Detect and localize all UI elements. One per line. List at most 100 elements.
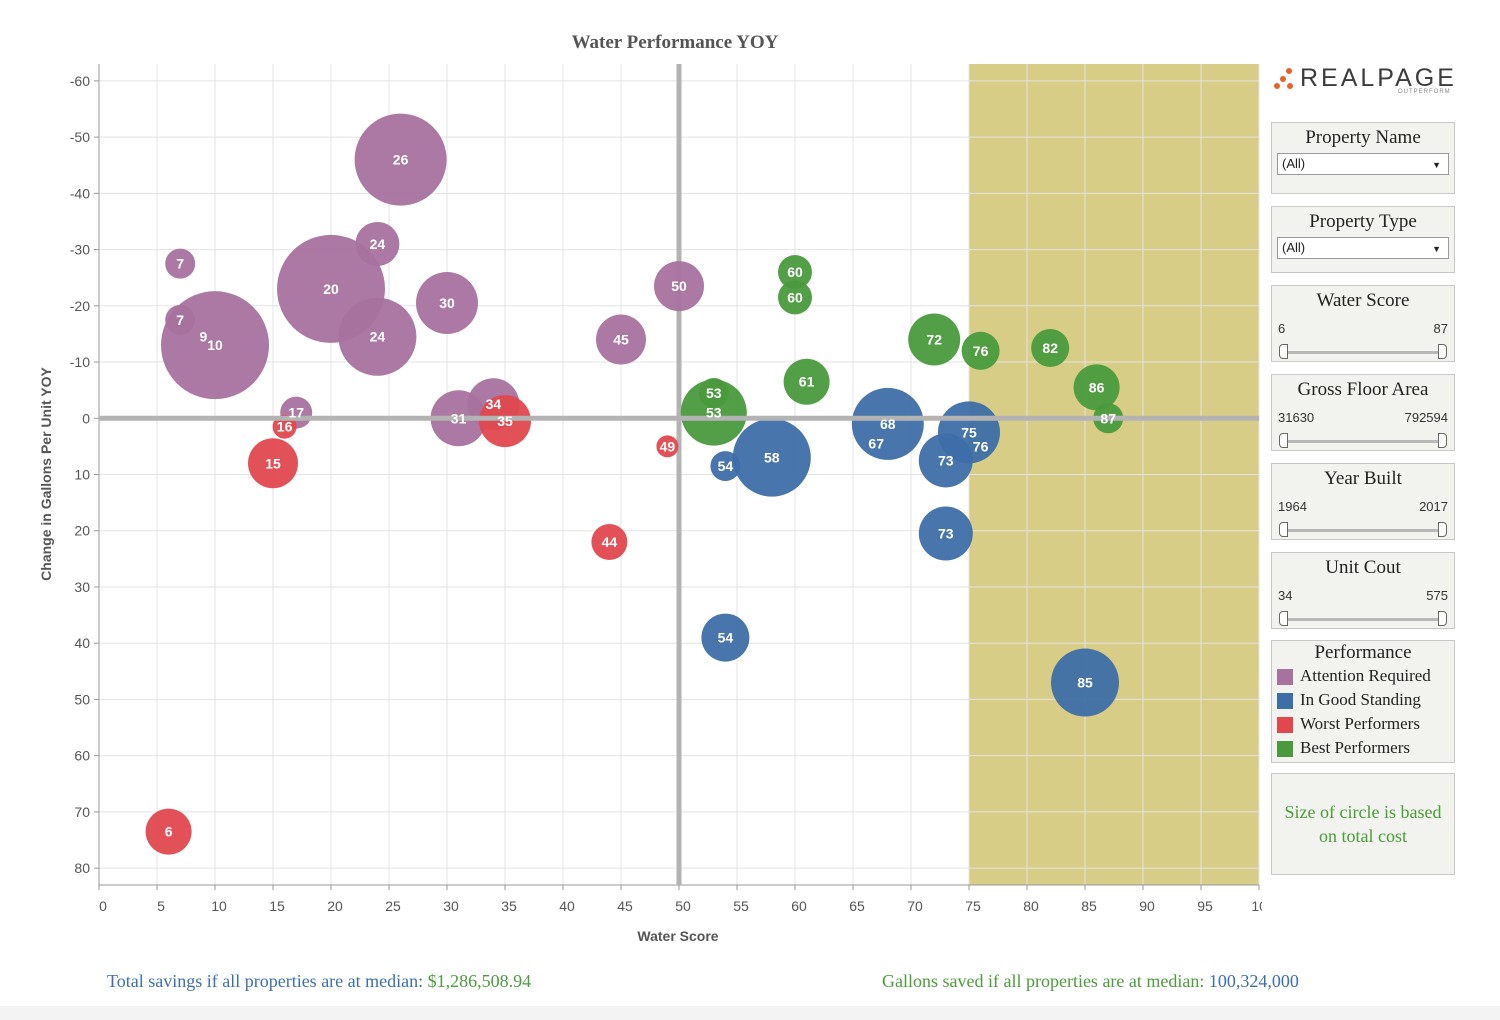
gross-floor-area-slider-track[interactable] xyxy=(1282,440,1444,443)
y-tick-label: 0 xyxy=(82,410,90,426)
bubble xyxy=(416,271,478,334)
bubble-label: 67 xyxy=(868,436,884,452)
bubble xyxy=(710,451,741,482)
bubble-label: 85 xyxy=(1077,675,1093,691)
gross-floor-area-max-handle[interactable] xyxy=(1438,433,1447,448)
year-built-max-handle[interactable] xyxy=(1438,522,1447,537)
water-score-slider-track[interactable] xyxy=(1282,351,1444,354)
realpage-logo: REALPAGE OUTPERFORM xyxy=(1274,62,1459,102)
logo-tagline: OUTPERFORM xyxy=(1398,89,1451,95)
bubble-label: 61 xyxy=(799,374,815,390)
gallons-saved: Gallons saved if all properties are at m… xyxy=(882,971,1299,992)
bubble-label: 7 xyxy=(176,312,184,328)
x-tick-label: 60 xyxy=(791,898,807,914)
bubble-label: 73 xyxy=(938,452,954,468)
total-savings: Total savings if all properties are at m… xyxy=(107,971,531,992)
bubble-label: 54 xyxy=(718,458,734,474)
property-type-dropdown[interactable]: (All) ▼ xyxy=(1277,237,1449,259)
water-score-min-handle[interactable] xyxy=(1279,344,1288,359)
total-savings-label: Total savings if all properties are at m… xyxy=(107,971,424,991)
water-score-min: 6 xyxy=(1278,321,1286,336)
x-tick-label: 85 xyxy=(1081,898,1097,914)
y-tick-label: 10 xyxy=(74,467,90,483)
property-name-filter: Property Name (All) ▼ xyxy=(1271,122,1455,194)
x-tick-label: 100 xyxy=(1251,898,1262,914)
x-tick-label: 20 xyxy=(327,898,343,914)
bubble xyxy=(918,433,973,488)
y-axis-title: Change in Gallons Per Unit YOY xyxy=(38,367,54,581)
year-built-slider-track[interactable] xyxy=(1282,529,1444,532)
gross-floor-area-title: Gross Floor Area xyxy=(1297,379,1429,400)
year-built-min: 1964 xyxy=(1278,499,1307,514)
x-tick-label: 40 xyxy=(559,898,575,914)
bubble xyxy=(338,297,417,376)
x-tick-label: 35 xyxy=(501,898,517,914)
bubble-label: 68 xyxy=(880,416,896,432)
unit-count-min-handle[interactable] xyxy=(1279,611,1288,626)
x-tick-label: 15 xyxy=(269,898,285,914)
bubble xyxy=(591,523,628,560)
size-note-panel: Size of circle is based on total cost xyxy=(1271,773,1455,875)
chevron-down-icon: ▼ xyxy=(1432,160,1441,170)
year-built-max: 2017 xyxy=(1419,499,1448,514)
y-tick-label: 80 xyxy=(74,860,90,876)
unit-count-min: 34 xyxy=(1278,588,1293,603)
y-tick-label: -40 xyxy=(70,185,90,201)
unit-count-slider-track[interactable] xyxy=(1282,618,1444,621)
bubble xyxy=(248,438,298,489)
gross-floor-area-min-handle[interactable] xyxy=(1279,433,1288,448)
legend-swatch xyxy=(1277,741,1293,757)
x-tick-label: 55 xyxy=(733,898,749,914)
bubble-label: 76 xyxy=(973,438,989,454)
bubble xyxy=(1051,648,1119,717)
size-note-line1: Size of circle is based xyxy=(1284,802,1442,822)
gallons-saved-label: Gallons saved if all properties are at m… xyxy=(882,971,1205,991)
bubble xyxy=(145,808,192,855)
bubble-label: 60 xyxy=(787,289,803,305)
x-tick-label: 65 xyxy=(849,898,865,914)
y-tick-label: 20 xyxy=(74,523,90,539)
year-built-min-handle[interactable] xyxy=(1279,522,1288,537)
x-tick-label: 5 xyxy=(157,898,165,914)
legend-label: Best Performers xyxy=(1300,738,1411,757)
gallons-saved-value: 100,324,000 xyxy=(1208,971,1299,991)
x-tick-label: 50 xyxy=(675,898,691,914)
bubble-label: 7 xyxy=(176,256,184,272)
bubble-label: 9 xyxy=(200,329,208,345)
bubble-label: 20 xyxy=(323,281,339,297)
bubble-label: 49 xyxy=(660,438,676,454)
legend-label: In Good Standing xyxy=(1300,690,1421,709)
water-score-max: 87 xyxy=(1433,321,1448,336)
bubble-label: 6 xyxy=(165,824,173,840)
y-tick-label: -60 xyxy=(70,73,90,89)
y-tick-label: -10 xyxy=(70,354,90,370)
unit-count-title: Unit Cout xyxy=(1325,557,1401,578)
size-note-line2: on total cost xyxy=(1319,826,1407,846)
bubble-label: 26 xyxy=(393,152,409,168)
bubble xyxy=(783,358,830,405)
bubble-label: 34 xyxy=(486,396,502,412)
bubble-label: 24 xyxy=(370,236,386,252)
bubble xyxy=(656,435,679,458)
bubble xyxy=(918,506,973,561)
bubble xyxy=(1073,364,1120,411)
gross-floor-area-max: 792594 xyxy=(1404,410,1448,425)
unit-count-max-handle[interactable] xyxy=(1438,611,1447,626)
legend-title: Performance xyxy=(1314,642,1412,663)
property-name-value: (All) xyxy=(1282,156,1306,171)
property-name-dropdown[interactable]: (All) ▼ xyxy=(1277,153,1449,175)
bubble-label: 50 xyxy=(671,278,687,294)
water-score-max-handle[interactable] xyxy=(1438,344,1447,359)
water-score-filter: Water Score 6 87 xyxy=(1271,285,1455,362)
property-type-value: (All) xyxy=(1282,240,1306,255)
unit-count-max: 575 xyxy=(1426,588,1448,603)
property-type-title: Property Type xyxy=(1309,211,1417,232)
y-tick-label: -50 xyxy=(70,129,90,145)
total-savings-value: $1,286,508.94 xyxy=(427,971,532,991)
y-tick-label: 60 xyxy=(74,748,90,764)
bubble-label: 35 xyxy=(497,413,513,429)
gross-floor-area-filter: Gross Floor Area 31630 792594 xyxy=(1271,374,1455,451)
chevron-down-icon: ▼ xyxy=(1432,244,1441,254)
logo-dots-icon xyxy=(1274,66,1300,90)
year-built-filter: Year Built 1964 2017 xyxy=(1271,463,1455,540)
